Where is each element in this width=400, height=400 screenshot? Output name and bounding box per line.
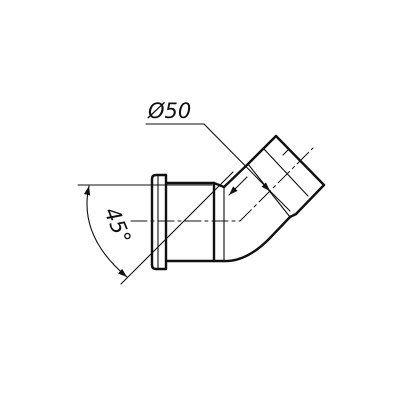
diameter-label: Ø50 [147,99,191,123]
angle-label: 45° [99,204,135,248]
pipe-body [164,181,226,263]
socket-end [150,173,168,271]
angle-dimension: 45° [77,171,234,285]
center-lines [130,147,314,222]
diameter-dimension: Ø50 [145,99,291,212]
